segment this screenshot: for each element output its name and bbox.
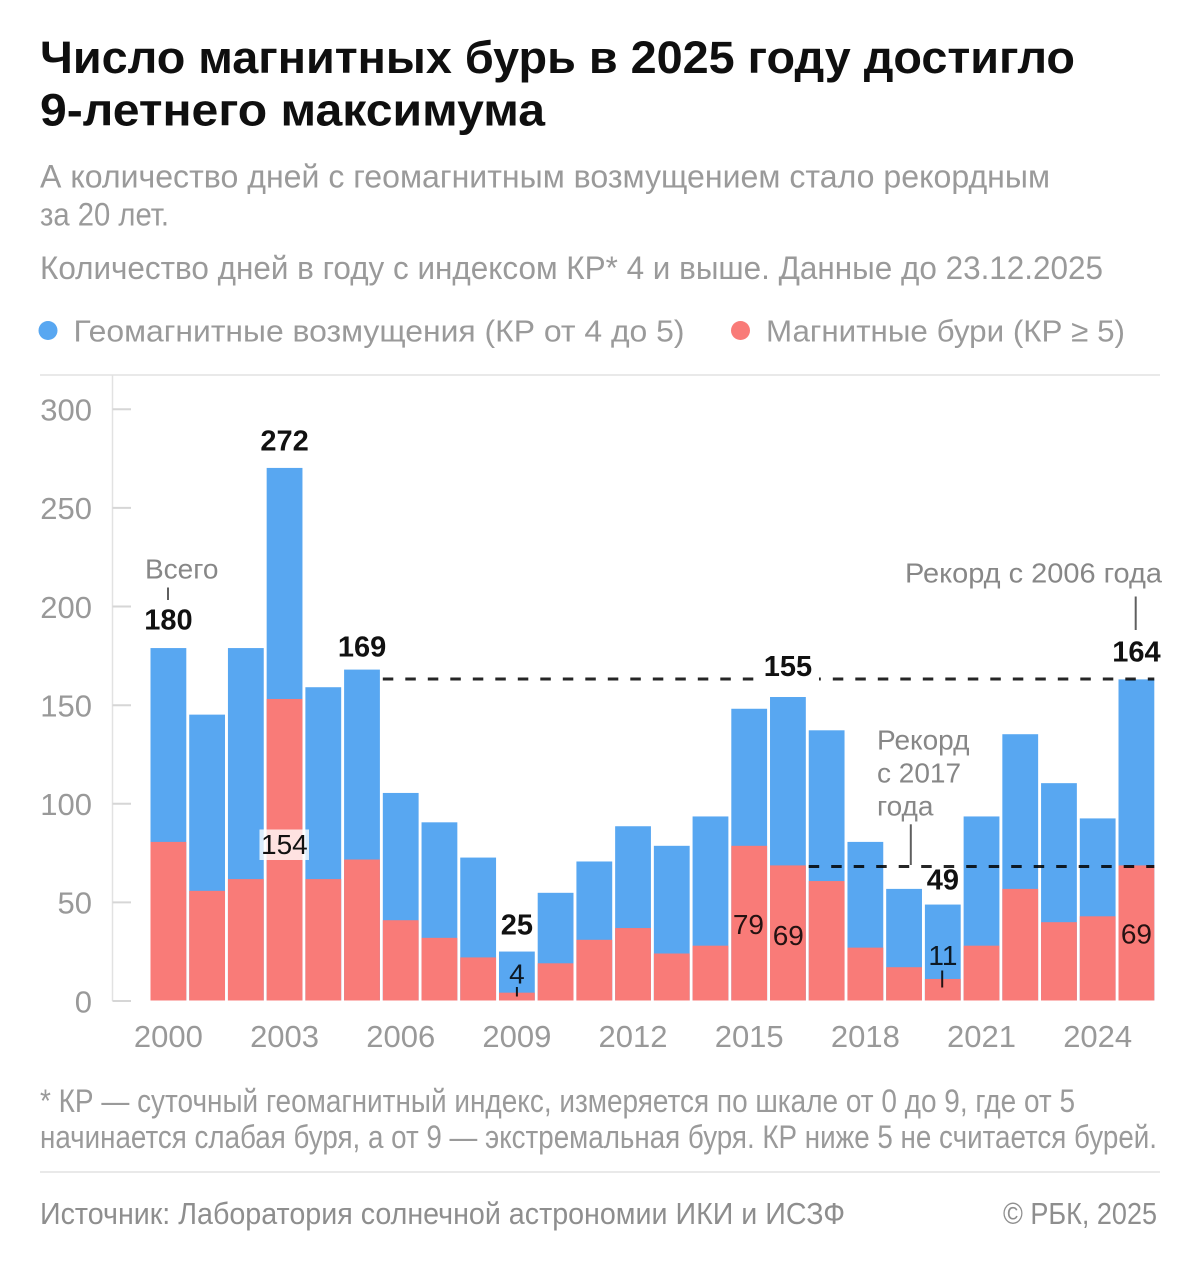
svg-text:за 20 лет.: за 20 лет. xyxy=(40,196,169,232)
svg-text:69: 69 xyxy=(773,920,804,951)
svg-text:4: 4 xyxy=(509,958,525,989)
svg-text:года: года xyxy=(877,791,934,822)
svg-text:50: 50 xyxy=(58,886,92,921)
svg-text:2006: 2006 xyxy=(366,1019,435,1054)
svg-text:Геомагнитные возмущения (КР от: Геомагнитные возмущения (КР от 4 до 5) xyxy=(74,314,685,349)
svg-text:11: 11 xyxy=(928,940,957,971)
svg-text:2021: 2021 xyxy=(947,1019,1016,1054)
svg-text:155: 155 xyxy=(764,651,812,683)
svg-text:150: 150 xyxy=(40,689,92,724)
svg-text:Магнитные бури (КР ≥ 5): Магнитные бури (КР ≥ 5) xyxy=(766,314,1125,349)
svg-text:79: 79 xyxy=(733,909,764,940)
svg-text:2003: 2003 xyxy=(250,1019,319,1054)
svg-text:272: 272 xyxy=(260,426,308,458)
svg-text:300: 300 xyxy=(40,393,92,428)
svg-text:2024: 2024 xyxy=(1063,1019,1132,1054)
svg-text:Источник: Лаборатория солнечно: Источник: Лаборатория солнечной астроном… xyxy=(40,1196,845,1231)
svg-text:начинается слабая буря, а от 9: начинается слабая буря, а от 9 — экстрем… xyxy=(40,1119,1157,1155)
svg-text:Всего: Всего xyxy=(145,554,218,585)
svg-text:2000: 2000 xyxy=(134,1019,203,1054)
svg-text:2015: 2015 xyxy=(715,1019,784,1054)
svg-text:А количество дней с геомагнитн: А количество дней с геомагнитным возмуще… xyxy=(40,159,1050,195)
svg-text:25: 25 xyxy=(501,910,533,942)
svg-text:© РБК, 2025: © РБК, 2025 xyxy=(1003,1196,1157,1231)
svg-text:2018: 2018 xyxy=(831,1019,900,1054)
svg-text:с 2017: с 2017 xyxy=(877,758,961,789)
svg-text:9-летнего максимума: 9-летнего максимума xyxy=(40,84,546,135)
svg-text:0: 0 xyxy=(75,984,92,1019)
svg-text:Рекорд с 2006 года: Рекорд с 2006 года xyxy=(905,557,1162,588)
svg-text:Число магнитных бурь в 2025 го: Число магнитных бурь в 2025 году достигл… xyxy=(40,32,1075,83)
svg-text:180: 180 xyxy=(144,604,192,636)
svg-text:2012: 2012 xyxy=(599,1019,668,1054)
svg-text:200: 200 xyxy=(40,590,92,625)
svg-text:164: 164 xyxy=(1112,636,1160,668)
svg-text:100: 100 xyxy=(40,787,92,822)
svg-text:250: 250 xyxy=(40,491,92,526)
svg-text:2009: 2009 xyxy=(482,1019,551,1054)
svg-text:154: 154 xyxy=(261,829,308,860)
svg-text:Рекорд: Рекорд xyxy=(877,725,969,756)
svg-text:Количество дней в году с индек: Количество дней в году с индексом КР* 4 … xyxy=(40,250,1103,286)
svg-text:169: 169 xyxy=(338,631,386,663)
svg-text:49: 49 xyxy=(927,864,959,896)
svg-text:69: 69 xyxy=(1121,919,1152,950)
svg-text:* КР — суточный геомагнитный и: * КР — суточный геомагнитный индекс, изм… xyxy=(40,1083,1075,1119)
